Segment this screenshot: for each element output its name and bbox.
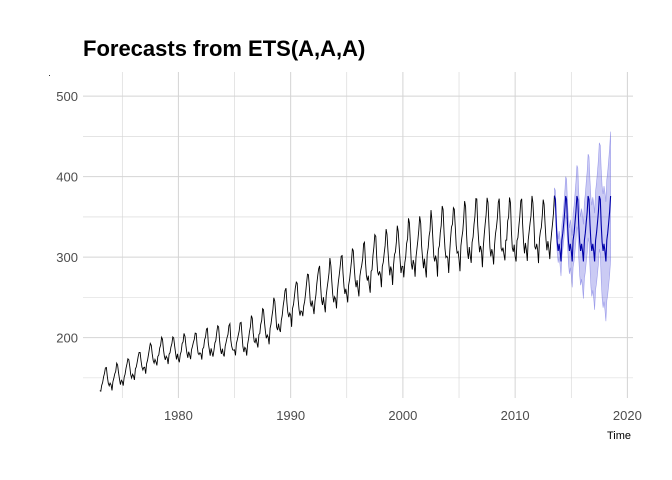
y-tick-label-200: 200 bbox=[56, 331, 78, 346]
forecast-interval-area bbox=[554, 131, 611, 322]
y-tick-label-400: 400 bbox=[56, 170, 78, 185]
x-tick-label-1980: 1980 bbox=[164, 408, 193, 423]
forecast-mean-line bbox=[553, 195, 612, 262]
forecast-interval-band bbox=[554, 131, 611, 322]
x-tick-label-2020: 2020 bbox=[613, 408, 642, 423]
x-axis-title: Time bbox=[607, 430, 631, 442]
x-tick-label-1990: 1990 bbox=[276, 408, 305, 423]
chart-title: Forecasts from ETS(A,A,A) bbox=[83, 36, 366, 61]
y-tick-label-500: 500 bbox=[56, 89, 78, 104]
stray-dot bbox=[49, 75, 50, 76]
tick-labels: 1980 1990 2000 2010 2020 200 300 400 500 bbox=[56, 89, 642, 423]
y-tick-label-300: 300 bbox=[56, 250, 78, 265]
observed-series-line bbox=[99, 195, 555, 392]
x-tick-label-2000: 2000 bbox=[388, 408, 417, 423]
x-tick-label-2010: 2010 bbox=[501, 408, 530, 423]
series-lines bbox=[99, 195, 612, 392]
grid-lines bbox=[83, 72, 633, 398]
